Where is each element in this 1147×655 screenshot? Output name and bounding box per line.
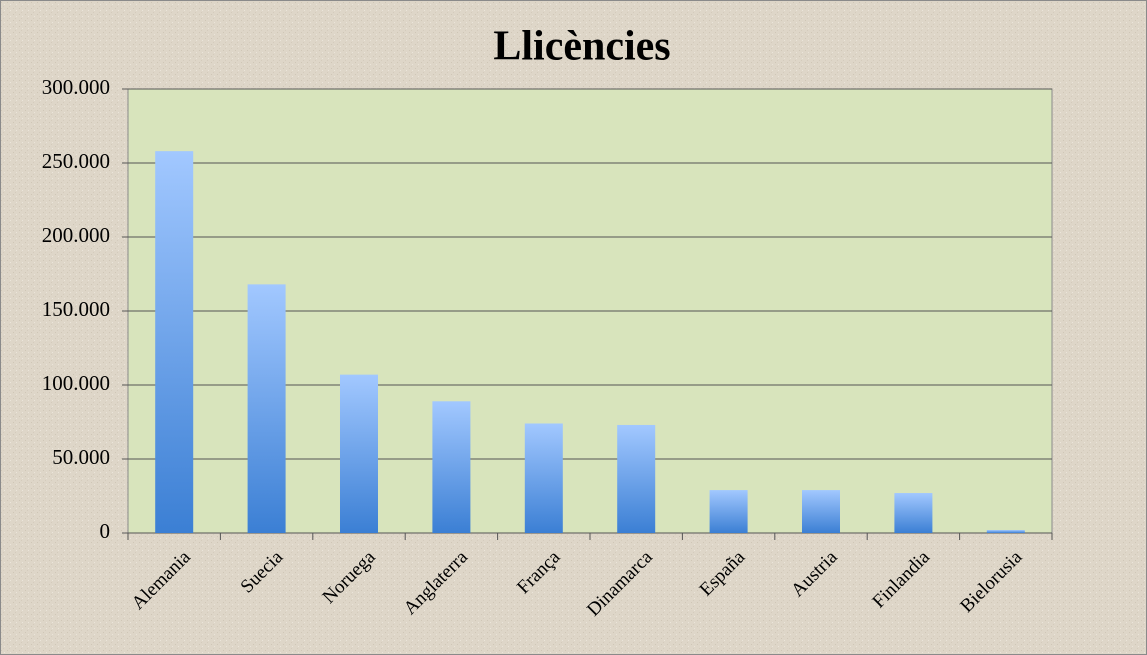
bar xyxy=(986,530,1025,533)
bar xyxy=(340,374,378,533)
bar xyxy=(155,151,194,533)
chart-title: Llicències xyxy=(493,24,670,70)
y-tick-label: 300.000 xyxy=(42,75,110,99)
bar xyxy=(709,490,748,533)
y-tick-label: 150.000 xyxy=(42,297,110,321)
y-tick-label: 0 xyxy=(100,519,111,543)
bar xyxy=(894,493,933,533)
y-tick-label: 50.000 xyxy=(52,445,110,469)
bar xyxy=(802,490,840,533)
y-tick-label: 200.000 xyxy=(42,223,110,247)
bar xyxy=(432,401,471,533)
bar xyxy=(617,424,656,533)
bar xyxy=(247,284,286,533)
y-tick-label: 100.000 xyxy=(42,371,110,395)
y-tick-label: 250.000 xyxy=(42,149,110,173)
bar xyxy=(524,423,563,533)
